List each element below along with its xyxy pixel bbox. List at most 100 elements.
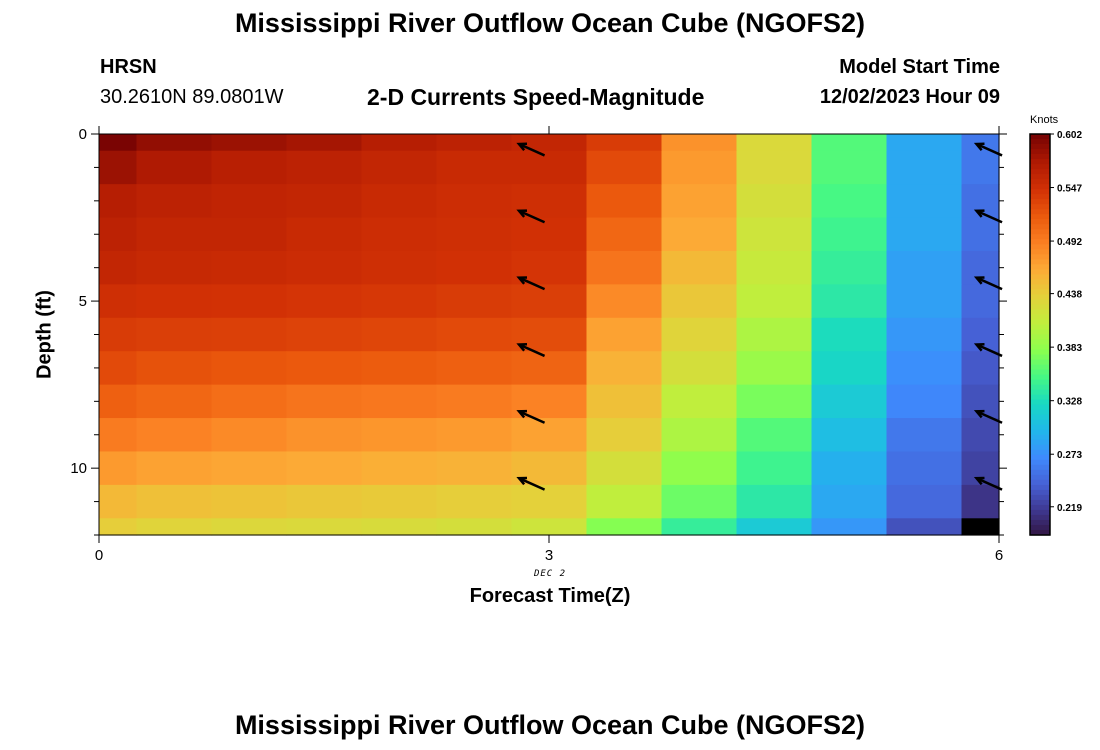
colorbar-segment [1030, 259, 1050, 265]
y-tick-label: 10 [70, 460, 87, 477]
colorbar-segment [1030, 409, 1050, 416]
model-start-label: Model Start Time [839, 56, 1000, 78]
colorbar-segment [1030, 139, 1050, 145]
heatmap-cell [136, 451, 213, 486]
heatmap-cell [361, 484, 438, 519]
heatmap-cell [436, 134, 513, 152]
heatmap-cell [99, 317, 138, 352]
colorbar-segment [1030, 469, 1050, 476]
colorbar-segment [1030, 149, 1050, 155]
heatmap-cell [286, 317, 363, 352]
colorbar-segment [1030, 159, 1050, 165]
current-vector-arrowhead [973, 343, 985, 352]
heatmap-cell [811, 451, 888, 486]
colorbar-segment [1030, 224, 1050, 230]
heatmap-cell [361, 184, 438, 219]
colorbar-segment [1030, 209, 1050, 215]
current-vector-arrowhead [516, 409, 528, 419]
colorbar-segment [1030, 439, 1050, 446]
current-vector-arrow [975, 477, 1003, 491]
heatmap-cell [286, 217, 363, 252]
colorbar-segment [1030, 274, 1050, 280]
heatmap-cell [286, 418, 363, 453]
heatmap-cell [736, 134, 813, 152]
heatmap-cell [99, 451, 138, 486]
heatmap-cell [99, 351, 138, 386]
heatmap-cell [511, 217, 588, 252]
heatmap-cell [586, 518, 663, 536]
heatmap-cell [211, 518, 288, 536]
heatmap-cell [99, 484, 138, 519]
colorbar-segment [1030, 374, 1050, 381]
heatmap-cell [886, 250, 963, 285]
heatmap-cell [661, 134, 738, 152]
heatmap-cell [99, 217, 138, 252]
current-vector-arrow [975, 410, 1003, 424]
heatmap-cell [661, 518, 738, 536]
heatmap-cell [136, 150, 213, 185]
current-vector-arrow [518, 276, 546, 291]
heatmap-cell [886, 134, 963, 152]
heatmap-cell [211, 317, 288, 352]
heatmap-cell [99, 250, 138, 285]
colorbar-segment [1030, 229, 1050, 235]
colorbar-segment [1030, 169, 1050, 175]
heatmap-cell [136, 250, 213, 285]
colorbar-segment [1030, 324, 1050, 331]
heatmap-cell [736, 250, 813, 285]
colorbar-segment [1030, 389, 1050, 396]
heatmap-cell [736, 451, 813, 486]
colorbar-segment [1030, 424, 1050, 431]
heatmap-cell [511, 518, 588, 536]
heatmap-cell [811, 250, 888, 285]
station-coords: 30.2610N 89.0801W [100, 86, 284, 108]
colorbar-segment [1030, 194, 1050, 200]
colorbar-segment [1030, 264, 1050, 270]
heatmap-cell [586, 351, 663, 386]
colorbar-frame [1029, 133, 1051, 536]
current-vector-arrow [518, 209, 546, 224]
colorbar-segment [1030, 319, 1050, 326]
colorbar-segment [1030, 484, 1050, 491]
heatmap-cell [211, 451, 288, 486]
heatmap-cell [736, 184, 813, 219]
heatmap-cell [961, 518, 1000, 536]
heatmap-cell [586, 418, 663, 453]
heatmap-cell [361, 250, 438, 285]
heatmap-cell [436, 150, 513, 185]
colorbar-segment [1030, 509, 1050, 516]
heatmap-cell [511, 484, 588, 519]
heatmap-cell [961, 351, 1000, 386]
chart-subtitle: 2-D Currents Speed-Magnitude [367, 84, 705, 110]
heatmap-cell [286, 351, 363, 386]
colorbar-segment [1030, 294, 1050, 301]
heatmap-cell [586, 250, 663, 285]
colorbar-segment [1030, 334, 1050, 341]
heatmap-cell [136, 284, 213, 319]
heatmap-cell [886, 284, 963, 319]
chart-title: Mississippi River Outflow Ocean Cube (NG… [234, 8, 866, 38]
heatmap-cell [211, 150, 288, 185]
colorbar-tick-label: 0.219 [1057, 503, 1082, 514]
heatmap-cell [361, 384, 438, 419]
heatmap-cell [661, 484, 738, 519]
heatmap-cell [661, 284, 738, 319]
heatmap-cell [661, 150, 738, 185]
colorbar-segment [1030, 529, 1050, 536]
heatmap-cell [661, 451, 738, 486]
colorbar-tick-label: 0.273 [1057, 450, 1082, 461]
heatmap-cell [136, 217, 213, 252]
colorbar-segment [1030, 519, 1050, 526]
heatmap-cell [99, 384, 138, 419]
heatmap-cell [136, 484, 213, 519]
heatmap-cell [286, 150, 363, 185]
colorbar-segment [1030, 379, 1050, 386]
y-tick-label: 5 [79, 293, 87, 310]
heatmap-cell [736, 317, 813, 352]
y-axis-label: Depth (ft) [33, 290, 56, 379]
current-vector-arrowhead [973, 476, 985, 486]
heatmap-cell [361, 317, 438, 352]
heatmap-cell [586, 451, 663, 486]
heatmap-cell [811, 384, 888, 419]
